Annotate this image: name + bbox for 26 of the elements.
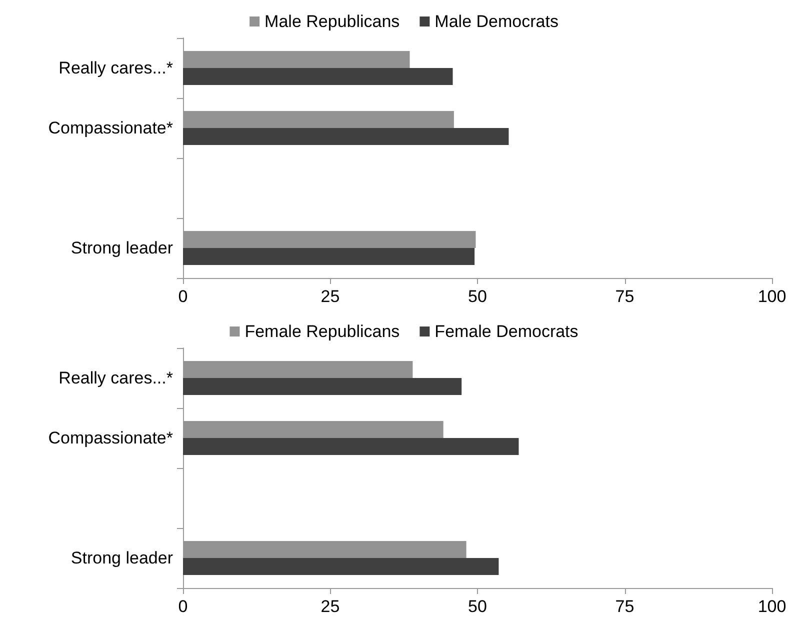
y-tick-label: Compassionate* <box>48 428 174 448</box>
x-tick-label: 75 <box>615 597 634 616</box>
bar <box>183 378 462 395</box>
x-tick-label: 75 <box>615 287 634 306</box>
legend-label: Male Republicans <box>264 12 400 31</box>
y-tick-label: Strong leader <box>70 238 174 258</box>
y-tick-label: Compassionate* <box>48 118 174 138</box>
y-tick-label: Really cares...* <box>58 58 174 78</box>
bar <box>183 248 475 265</box>
y-tick-label: Strong leader <box>70 548 174 568</box>
legend-label: Female Republicans <box>244 322 400 341</box>
bar <box>183 558 499 575</box>
y-tick-label: Really cares...* <box>58 368 174 388</box>
x-tick-label: 25 <box>320 287 340 306</box>
legend-label: Female Democrats <box>434 322 578 341</box>
x-tick-label: 50 <box>468 287 487 306</box>
bar <box>183 128 509 145</box>
x-tick-label: 0 <box>178 597 188 616</box>
x-tick-label: 50 <box>468 597 487 616</box>
bar <box>183 438 519 455</box>
x-tick-label: 0 <box>178 287 188 306</box>
x-tick-label: 100 <box>758 287 786 306</box>
legend-label: Male Democrats <box>434 12 558 31</box>
bar <box>183 68 453 85</box>
x-tick-label: 100 <box>758 597 786 616</box>
x-tick-label: 25 <box>320 597 340 616</box>
